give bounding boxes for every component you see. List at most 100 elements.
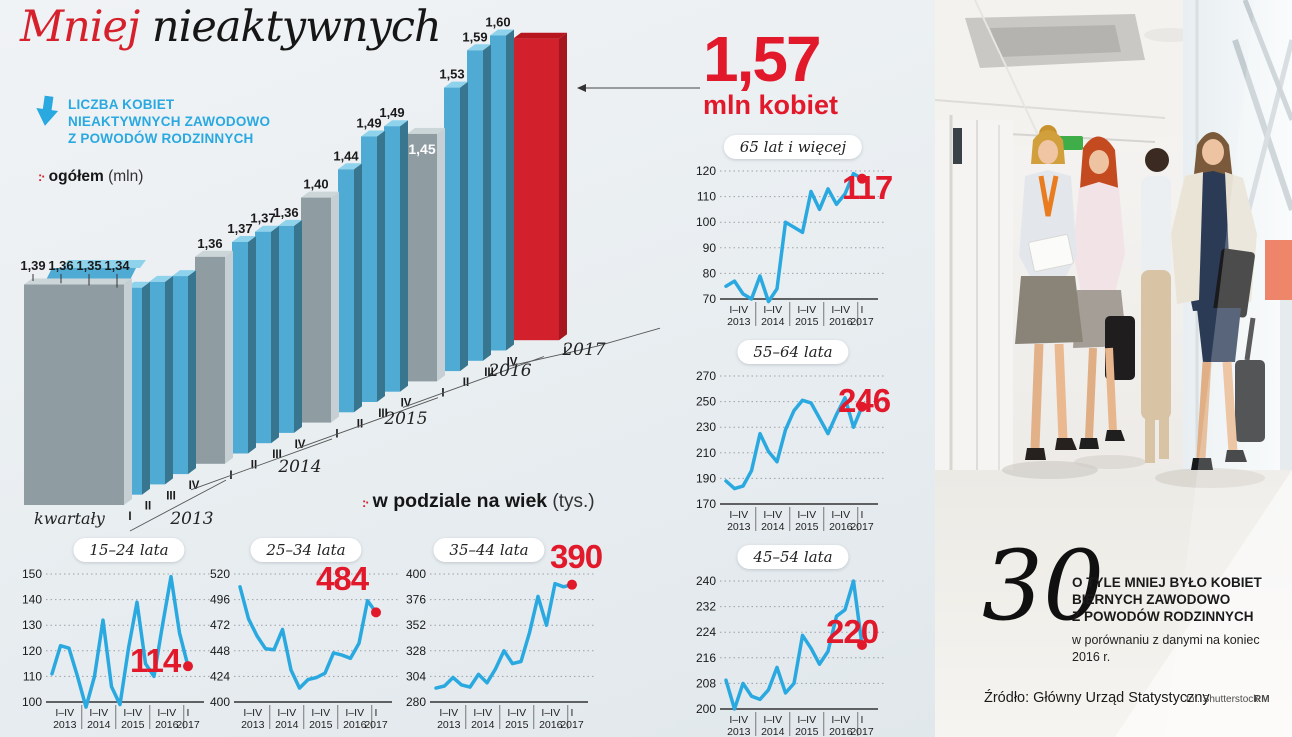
axis-diagonal: [402, 356, 545, 408]
data-line: [724, 171, 864, 304]
y-tick-label: 140: [22, 593, 42, 607]
y-tick-label: 250: [696, 395, 716, 409]
year-label: 2013: [169, 509, 213, 529]
bar-side: [559, 32, 567, 341]
bar-value-label: 1,37: [250, 211, 275, 226]
y-tick-label: 424: [210, 669, 230, 683]
x-year-label: 2013: [727, 726, 751, 737]
axis-diagonal-end: [596, 327, 661, 347]
chart-45-54-plot: 200208216224232240I–IV2013I–IV2014I–IV20…: [696, 574, 884, 737]
office-photo: [935, 0, 1292, 737]
bar-1,49: [384, 126, 400, 392]
bar-1,39: [24, 284, 124, 505]
chart-15-24-plot: 100110120130140150I–IV2013I–IV2014I–IV20…: [22, 567, 210, 731]
floor: [935, 455, 1292, 737]
quarter-label: III: [272, 449, 282, 461]
y-tick-label: 270: [696, 369, 716, 383]
y-tick-label: 208: [696, 676, 716, 690]
x-year-label: 2016: [539, 719, 563, 731]
final-value-dot: [857, 173, 867, 184]
chart-65-plus: 70 80 90 100 110 120 I–IV 2013 I–IV 2014 I–IV 2015 I…: [686, 133, 916, 345]
quarter-label: II: [357, 418, 363, 430]
bar-value-label: 1,60: [485, 15, 510, 30]
final-value-label: 246: [838, 382, 891, 419]
x-year-label: 2013: [437, 719, 461, 731]
final-value-dot: [567, 579, 577, 590]
x-year-label: 2017: [850, 316, 874, 328]
bar-value-label: 1,35: [76, 258, 101, 273]
quarter-label: II: [145, 501, 151, 513]
y-tick-label: 240: [696, 574, 716, 588]
final-value-label: 220: [826, 613, 879, 650]
x-quarters-label: I: [571, 707, 574, 719]
final-value-dot: [857, 401, 867, 412]
data-line: [724, 396, 864, 491]
bar-top: [195, 250, 233, 257]
total-unit: (mln): [108, 168, 144, 185]
bar-value-label: 1,40: [303, 177, 328, 192]
legend: LICZBA KOBIET NIEAKTYWNYCH ZAWODOWO Z PO…: [36, 96, 270, 147]
title-rest: nieaktywnych: [139, 2, 442, 52]
y-tick-label: 400: [210, 695, 230, 709]
year-label: 2014: [277, 457, 321, 477]
y-tick-label: 100: [696, 215, 716, 229]
x-quarters-label: I–IV: [831, 714, 850, 726]
legend-line: LICZBA KOBIET: [68, 97, 175, 112]
bar-value-label: 1,44: [333, 148, 359, 163]
y-tick-label: 496: [210, 593, 230, 607]
year-label: 2017: [561, 340, 605, 360]
axis-diagonal: [296, 397, 439, 450]
big-number-line: BIERNYCH ZAWODOWO: [1072, 592, 1231, 607]
hidden-bars-sliver: [62, 260, 146, 268]
chart-25-34: 400 424 448 472 496 520 I–IV 2013 I–IV 2014 I–IV 20…: [200, 536, 430, 737]
legend-line: Z POWODÓW RODZINNYCH: [68, 131, 254, 146]
chart-55-64: 170 190 210 230 250 270 I–IV 2013 I–IV 2014 I–IV 20…: [686, 338, 916, 550]
data-line: [238, 585, 378, 690]
chart-25-34-plot: 400424448472496520I–IV2013I–IV2014I–IV20…: [210, 567, 398, 731]
bar-top: [384, 120, 408, 127]
bar-value-label: 1,37: [227, 221, 252, 236]
x-quarters-label: I: [375, 707, 378, 719]
bar-1,35: [149, 281, 165, 485]
x-year-label: 2015: [795, 726, 819, 737]
bar-1,37: [255, 231, 271, 444]
quarter-label: III: [166, 490, 176, 502]
bar-value-label: 1,36: [48, 258, 73, 273]
big-number-note: w porównaniu z danymi na koniec 2016 r.: [1072, 633, 1260, 664]
y-tick-label: 190: [696, 471, 716, 485]
bar-side: [331, 191, 339, 423]
bar-value-label: 1,36: [197, 236, 222, 251]
source-line: Źródło: Główny Urząd Statystyczny: [984, 690, 1210, 706]
bar-1,60: [490, 35, 506, 351]
bar-top: [513, 32, 567, 39]
bar-side: [483, 44, 491, 361]
big-number-line: Z POWODÓW RODZINNYCH: [1072, 609, 1254, 624]
red-bullet-icon: :·: [38, 169, 46, 184]
bar-1,49: [361, 136, 377, 402]
chart-title-pill: 65 lat i więcej: [723, 135, 863, 159]
x-year-label: 2015: [795, 521, 819, 533]
chart-title-pill: 45–54 lata: [737, 545, 849, 569]
y-tick-label: 200: [696, 702, 716, 716]
bar-1,45: [407, 133, 437, 382]
bar-1,36: [195, 256, 225, 464]
callout-value: 1,57 mln kobiet: [703, 27, 839, 120]
down-arrow-icon: [34, 95, 60, 128]
y-tick-label: 280: [406, 695, 426, 709]
x-quarters-label: I–IV: [729, 714, 748, 726]
final-value-label: 390: [550, 538, 603, 575]
x-year-label: 2014: [471, 719, 495, 731]
bar-side: [225, 250, 233, 464]
agency-credit: RM: [1254, 694, 1270, 705]
bar-side: [142, 281, 150, 495]
bar-side: [437, 127, 445, 382]
chart-35-44-plot: 280304328352376400I–IV2013I–IV2014I–IV20…: [406, 567, 594, 731]
y-tick-label: 232: [696, 600, 716, 614]
axis-diagonal: [129, 479, 227, 532]
x-year-label: 2014: [87, 719, 111, 731]
callout-unit: mln kobiet: [703, 90, 839, 120]
x-quarters-label: I–IV: [277, 707, 296, 719]
x-quarters-label: I–IV: [243, 707, 262, 719]
bar-1,59: [467, 50, 483, 361]
bar-1,44: [338, 169, 354, 413]
